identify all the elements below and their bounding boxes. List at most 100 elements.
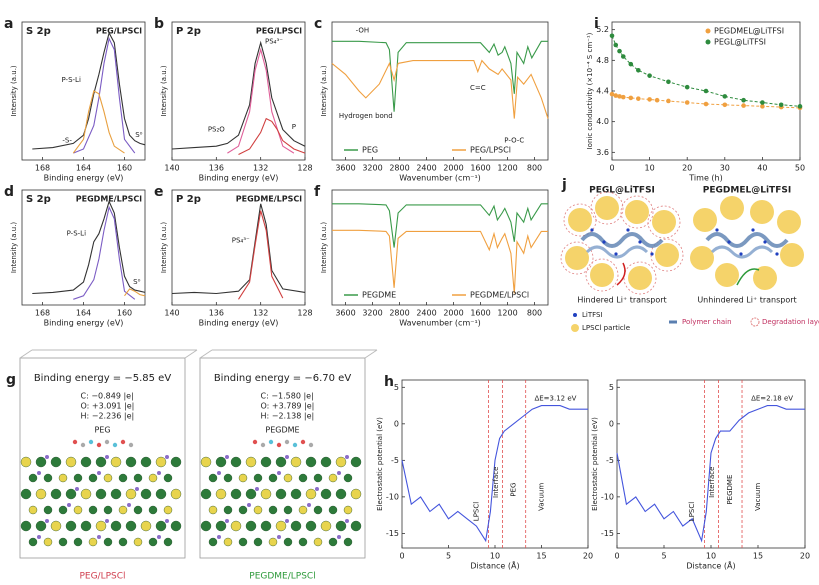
lattice-atom (73, 505, 83, 515)
particle (655, 243, 679, 267)
x-tick-label: 800 (527, 164, 542, 173)
lattice-atom (305, 456, 317, 468)
x-tick-label: 800 (527, 309, 542, 318)
y-tick-label: 3.6 (596, 148, 609, 157)
particle (590, 263, 614, 287)
y-axis-label: Intensity (a.u.) (10, 222, 18, 274)
x-axis-label: Wavenumber (cm⁻¹) (399, 174, 481, 183)
lattice-atom (65, 520, 77, 532)
molecule-atom (128, 442, 134, 448)
lattice-atom (125, 520, 137, 532)
polymer-chain (705, 232, 789, 248)
y-axis-label: Electrostatic potential (eV) (376, 417, 384, 511)
y-axis-label: Intensity (a.u.) (160, 65, 168, 117)
lithium-ion (763, 240, 767, 244)
data-line (616, 405, 805, 543)
lattice-atom (290, 520, 302, 532)
lattice-atom (140, 456, 152, 468)
x-tick-label: 1600 (470, 309, 490, 318)
lattice-atom (35, 456, 47, 468)
x-tick-label: 128 (297, 309, 312, 318)
annotation: P-S-Li (61, 76, 80, 84)
lattice-atom (110, 456, 122, 468)
x-tick-label: 140 (164, 309, 179, 318)
y-tick-label: 5 (609, 383, 614, 392)
y-tick-label: -10 (601, 492, 614, 501)
panel-label: b (154, 16, 164, 32)
cell-edge (364, 349, 378, 359)
annotation: Vacuum (754, 483, 762, 511)
lattice-atom (298, 505, 308, 515)
panel-label: e (154, 184, 164, 200)
x-tick-label: 10 (490, 552, 500, 561)
lithium-ion (739, 252, 743, 256)
lattice-atom (67, 503, 71, 507)
lattice-atom (215, 488, 227, 500)
lattice-atom (148, 537, 158, 547)
particle (565, 246, 589, 270)
lattice-atom (50, 488, 62, 500)
x-tick-label: 0 (399, 552, 404, 561)
lattice-atom (335, 488, 347, 500)
lattice-atom (260, 456, 272, 468)
lattice-atom (133, 473, 143, 483)
molecule-atom (120, 439, 126, 445)
lattice-atom (343, 473, 353, 483)
lattice-atom (58, 473, 68, 483)
particle (568, 208, 592, 232)
data-line (401, 405, 588, 543)
lattice-atom (88, 537, 98, 547)
particle (720, 196, 744, 220)
y-tick-label: -15 (386, 529, 399, 538)
panel-label: f (314, 184, 321, 200)
legend-swatch (573, 313, 577, 317)
lattice-atom (20, 456, 32, 468)
lattice-atom (165, 455, 169, 459)
x-tick-label: 3600 (335, 164, 355, 173)
lattice-atom (307, 503, 311, 507)
x-tick-label: 0 (614, 552, 619, 561)
trend-line (611, 93, 801, 109)
annotation: P-S-Li (67, 230, 86, 238)
particle (753, 266, 777, 290)
lattice-atom (80, 488, 92, 500)
lattice-atom (313, 505, 323, 515)
annotation: LPSCl (688, 502, 696, 521)
x-axis-label: Distance (Å) (686, 560, 735, 571)
lattice-atom (298, 473, 308, 483)
data-point (609, 33, 615, 39)
lattice-atom (260, 520, 272, 532)
lattice-atom (253, 473, 263, 483)
data-line (331, 59, 549, 119)
data-point (703, 88, 709, 94)
particle (780, 243, 804, 267)
data-point (666, 79, 671, 85)
lattice-atom (225, 455, 229, 459)
lattice-atom (223, 473, 233, 483)
data-line (171, 40, 306, 150)
lattice-atom (305, 520, 317, 532)
lattice-atom (43, 537, 53, 547)
lattice-atom (45, 519, 49, 523)
data-point (722, 102, 728, 108)
molecule-atom (292, 442, 298, 448)
annotation: PEG (510, 483, 518, 497)
x-tick-label: 10 (645, 164, 655, 173)
lattice-atom (215, 520, 227, 532)
degradation-layer (647, 205, 681, 239)
lattice-atom (350, 456, 362, 468)
lattice-atom (320, 488, 332, 500)
lattice-atom (170, 456, 182, 468)
lattice-atom (260, 488, 272, 500)
x-tick-label: 3200 (362, 164, 382, 173)
molecule-atom (308, 442, 314, 448)
panel-title: S 2p (26, 26, 51, 37)
lattice-atom (50, 456, 62, 468)
lattice-atom (277, 535, 281, 539)
x-tick-label: 1600 (470, 164, 490, 173)
data-point (617, 48, 622, 54)
x-tick-label: 3200 (362, 309, 382, 318)
lattice-atom (155, 520, 167, 532)
lattice-atom (215, 456, 227, 468)
